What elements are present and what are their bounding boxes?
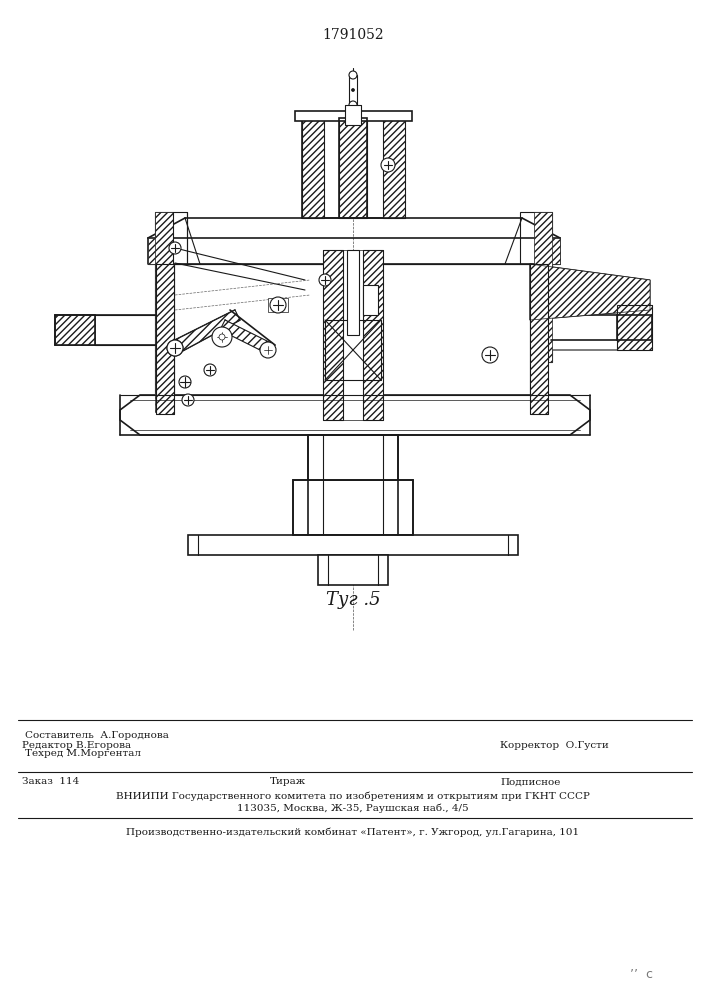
Bar: [617, 315, 652, 340]
Bar: [383, 118, 405, 218]
Text: ’’  с: ’’ с: [630, 968, 653, 982]
Bar: [349, 75, 357, 105]
Bar: [617, 315, 652, 340]
Polygon shape: [530, 264, 650, 320]
Circle shape: [349, 101, 357, 109]
Bar: [55, 315, 95, 345]
Polygon shape: [490, 305, 650, 350]
Bar: [542, 238, 560, 264]
Text: Подписное: Подписное: [500, 778, 561, 786]
Polygon shape: [530, 264, 650, 320]
Bar: [148, 238, 168, 264]
Bar: [155, 212, 173, 412]
Bar: [302, 118, 405, 218]
Bar: [302, 118, 324, 218]
Bar: [347, 250, 359, 335]
Circle shape: [167, 340, 183, 356]
Circle shape: [169, 242, 181, 254]
Bar: [530, 264, 548, 414]
Polygon shape: [175, 310, 240, 355]
Bar: [174, 264, 329, 414]
Bar: [534, 212, 552, 362]
Bar: [295, 111, 412, 121]
Circle shape: [349, 71, 357, 79]
Text: Τуг .5: Τуг .5: [326, 591, 380, 609]
Bar: [617, 305, 652, 350]
Bar: [339, 118, 367, 218]
Bar: [323, 250, 343, 420]
Bar: [363, 285, 378, 315]
Bar: [363, 250, 383, 420]
Bar: [155, 212, 187, 412]
Circle shape: [179, 376, 191, 388]
Circle shape: [212, 327, 232, 347]
Text: Производственно-издательский комбинат «Патент», г. Ужгород, ул.Гагарина, 101: Производственно-издательский комбинат «П…: [127, 827, 580, 837]
Bar: [55, 315, 95, 345]
Bar: [156, 264, 174, 414]
Bar: [268, 298, 288, 312]
Text: Техред М.Моргентал: Техред М.Моргентал: [25, 748, 141, 758]
Bar: [520, 212, 552, 362]
Bar: [363, 250, 383, 420]
Circle shape: [204, 364, 216, 376]
Text: ВНИИПИ Государственного комитета по изобретениям и открытиям при ГКНТ СССР: ВНИИПИ Государственного комитета по изоб…: [116, 791, 590, 801]
Text: Редактор В.Егорова: Редактор В.Егорова: [22, 742, 131, 750]
Text: Заказ  114: Заказ 114: [22, 778, 79, 786]
Bar: [345, 105, 361, 125]
Bar: [325, 320, 381, 380]
Bar: [339, 118, 367, 218]
Circle shape: [270, 297, 286, 313]
Text: Составитель  А.Городнова: Составитель А.Городнова: [25, 730, 169, 740]
Circle shape: [381, 158, 395, 172]
Bar: [318, 555, 388, 585]
Bar: [293, 480, 413, 535]
Polygon shape: [220, 320, 275, 355]
Circle shape: [482, 347, 498, 363]
Circle shape: [219, 334, 225, 340]
Circle shape: [319, 274, 331, 286]
Text: Тираж: Тираж: [270, 778, 306, 786]
Polygon shape: [120, 395, 590, 435]
Bar: [345, 105, 361, 125]
Bar: [617, 305, 652, 350]
Bar: [323, 250, 343, 420]
Bar: [156, 264, 174, 414]
Bar: [156, 264, 548, 414]
Bar: [330, 264, 530, 414]
Bar: [343, 250, 363, 420]
Text: 1791052: 1791052: [322, 28, 384, 42]
Circle shape: [260, 342, 276, 358]
Bar: [530, 264, 548, 414]
Bar: [188, 535, 518, 555]
Text: Корректор  О.Густи: Корректор О.Густи: [500, 742, 609, 750]
Circle shape: [351, 89, 354, 92]
Circle shape: [182, 394, 194, 406]
Text: 113035, Москва, Ж-35, Раушская наб., 4/5: 113035, Москва, Ж-35, Раушская наб., 4/5: [237, 803, 469, 813]
Bar: [308, 435, 398, 480]
Circle shape: [167, 340, 183, 356]
